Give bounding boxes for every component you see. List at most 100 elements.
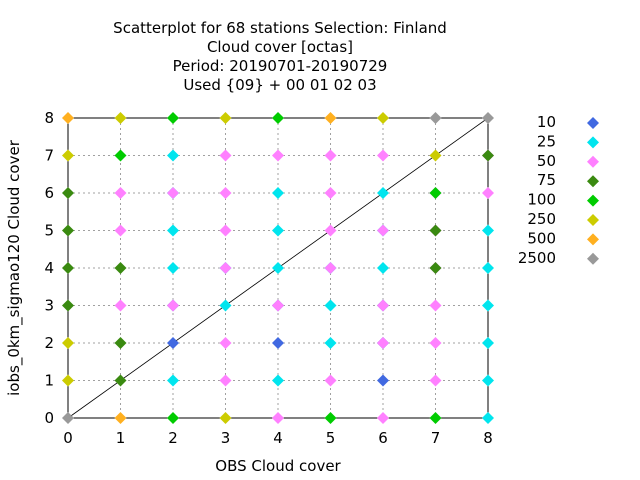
point-series-500 — [324, 112, 337, 124]
x-tick-label: 8 — [483, 429, 493, 447]
y-tick-label: 5 — [44, 222, 54, 240]
point-series-100 — [429, 412, 442, 424]
point-series-100 — [167, 112, 179, 124]
legend-marker-2500 — [587, 252, 599, 265]
legend-marker-25 — [587, 136, 599, 149]
point-series-50 — [324, 224, 337, 237]
point-series-50 — [324, 149, 337, 162]
legend-label-2500: 2500 — [518, 249, 556, 267]
point-series-100 — [167, 412, 179, 424]
point-series-50 — [324, 374, 337, 387]
point-series-50 — [324, 262, 337, 274]
point-series-2500 — [482, 112, 494, 124]
point-series-50 — [377, 149, 389, 162]
point-series-100 — [272, 112, 284, 124]
point-series-50 — [114, 187, 127, 199]
point-series-25 — [167, 374, 179, 387]
point-series-10 — [167, 337, 179, 349]
point-series-500 — [62, 112, 74, 124]
title-line-1: Scatterplot for 68 stations Selection: F… — [113, 19, 447, 37]
point-series-75 — [114, 337, 127, 349]
point-series-25 — [324, 299, 337, 312]
point-series-25 — [482, 374, 494, 387]
point-series-25 — [377, 187, 389, 199]
legend-label-100: 100 — [527, 191, 556, 209]
legend-label-250: 250 — [527, 210, 556, 228]
point-series-50 — [272, 299, 284, 312]
point-series-50 — [272, 149, 284, 162]
point-series-250 — [429, 149, 442, 162]
legend-label-25: 25 — [537, 132, 556, 150]
point-series-50 — [377, 337, 389, 349]
x-tick-label: 4 — [273, 429, 283, 447]
point-series-50 — [429, 299, 442, 312]
legend-label-50: 50 — [537, 152, 556, 170]
x-axis-label: OBS Cloud cover — [215, 457, 341, 475]
point-series-75 — [114, 374, 127, 387]
point-series-75 — [429, 224, 442, 237]
y-axis-label: iobs_0km_sigmao120 Cloud cover — [5, 139, 24, 396]
point-series-50 — [114, 299, 127, 312]
point-series-25 — [324, 337, 337, 349]
title-line-2: Cloud cover [octas] — [207, 38, 353, 56]
y-tick-label: 2 — [44, 334, 54, 352]
point-series-75 — [114, 262, 127, 274]
x-tick-label: 2 — [168, 429, 178, 447]
y-tick-labels: 0 1 2 3 4 5 6 7 8 — [44, 109, 54, 427]
point-series-250 — [114, 112, 127, 124]
data-points — [62, 112, 494, 424]
point-series-50 — [219, 187, 232, 199]
point-series-25 — [272, 224, 284, 237]
point-series-50 — [219, 374, 232, 387]
point-series-25 — [482, 224, 494, 237]
point-series-75 — [429, 262, 442, 274]
point-series-25 — [167, 262, 179, 274]
point-series-250 — [62, 374, 74, 387]
point-series-25 — [482, 337, 494, 349]
point-series-25 — [272, 262, 284, 274]
legend-marker-10 — [587, 117, 599, 129]
point-series-50 — [114, 224, 127, 237]
point-series-250 — [62, 149, 74, 162]
point-series-25 — [377, 262, 389, 274]
point-series-50 — [377, 299, 389, 312]
point-series-25 — [219, 299, 232, 312]
point-series-25 — [272, 187, 284, 199]
y-tick-label: 7 — [44, 147, 54, 165]
point-series-75 — [62, 262, 74, 274]
legend-marker-500 — [587, 233, 599, 246]
y-tick-label: 0 — [44, 409, 54, 427]
legend-label-500: 500 — [527, 229, 556, 247]
x-tick-label: 6 — [378, 429, 388, 447]
point-series-25 — [167, 149, 179, 162]
point-series-500 — [114, 412, 127, 424]
y-tick-label: 4 — [44, 259, 54, 277]
point-series-25 — [482, 412, 494, 424]
x-tick-label: 7 — [431, 429, 441, 447]
x-tick-labels: 0 1 2 3 4 5 6 7 8 — [63, 429, 493, 447]
point-series-100 — [324, 412, 337, 424]
point-series-50 — [167, 187, 179, 199]
chart-title: Scatterplot for 68 stations Selection: F… — [113, 19, 447, 94]
point-series-50 — [219, 149, 232, 162]
point-series-50 — [429, 337, 442, 349]
legend-marker-100 — [587, 194, 599, 207]
point-series-100 — [114, 149, 127, 162]
point-series-50 — [219, 262, 232, 274]
point-series-10 — [272, 337, 284, 349]
y-tick-label: 3 — [44, 297, 54, 315]
point-series-250 — [62, 337, 74, 349]
point-series-25 — [167, 224, 179, 237]
legend-marker-75 — [587, 175, 599, 188]
title-line-4: Used {09} + 00 01 02 03 — [183, 76, 376, 94]
legend-label-10: 10 — [537, 113, 556, 131]
point-series-75 — [62, 224, 74, 237]
title-line-3: Period: 20190701-20190729 — [173, 57, 388, 75]
y-tick-label: 6 — [44, 184, 54, 202]
point-series-50 — [429, 374, 442, 387]
point-series-10 — [377, 374, 389, 387]
point-series-250 — [377, 112, 389, 124]
legend-label-75: 75 — [537, 171, 556, 189]
